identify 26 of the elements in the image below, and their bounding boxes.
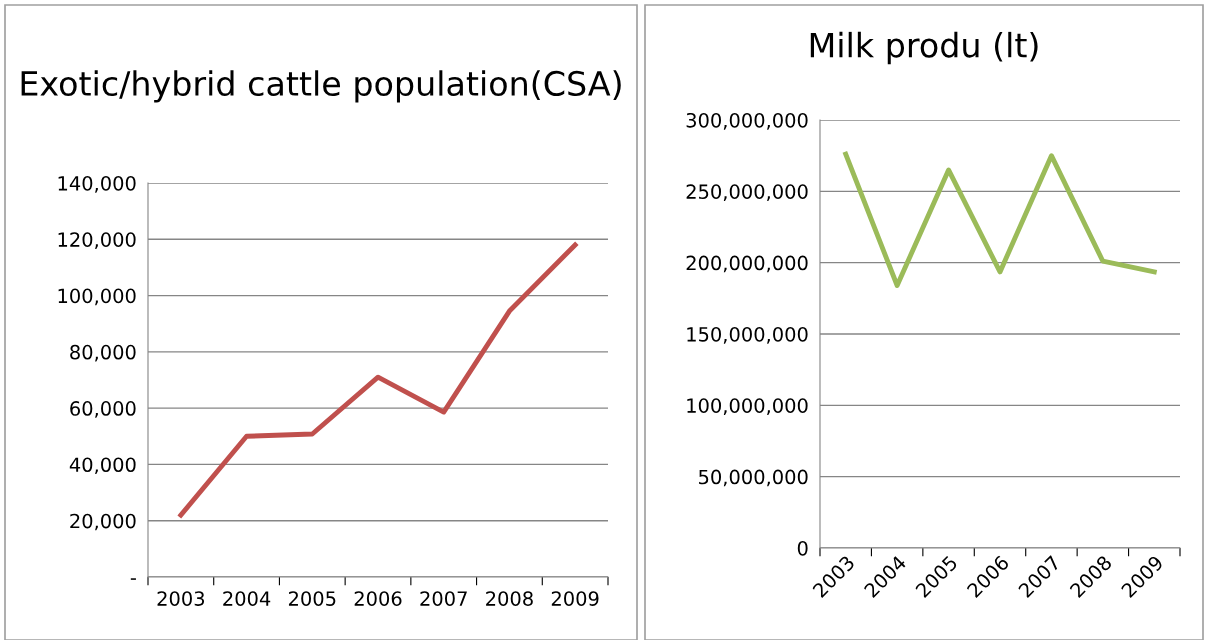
- x-tick-label: 2003: [157, 591, 205, 606]
- chart-title: Exotic/hybrid cattle population(CSA): [21, 70, 621, 103]
- y-tick-label: 50,000,000: [699, 469, 808, 487]
- x-tick-label: 2005: [288, 591, 336, 606]
- y-tick-label: 300,000,000: [686, 112, 808, 130]
- y-tick-label: 60,000: [70, 401, 136, 418]
- y-tick-label: 100,000: [58, 288, 136, 306]
- y-tick-label: 40,000: [69, 457, 136, 475]
- y-tick-label: 100,000,000: [687, 398, 808, 415]
- y-tick-label: 20,000: [70, 513, 136, 531]
- x-tick-label: 2006: [354, 591, 402, 606]
- x-tick-label: 2009: [551, 591, 599, 606]
- line-series: [843, 151, 1157, 288]
- y-tick-label: 150,000,000: [687, 326, 808, 344]
- line-series: [178, 242, 578, 518]
- y-tick-label: 0: [797, 540, 808, 556]
- y-tick-label: 200,000,000: [686, 255, 808, 273]
- y-tick-label: 140,000: [58, 175, 136, 193]
- y-tick-label: 250,000,000: [686, 184, 808, 201]
- x-tick-label: 2008: [486, 591, 533, 606]
- y-tick-label: 120,000: [58, 232, 136, 249]
- x-tick-label: 2007: [420, 591, 467, 606]
- y-tick-label: -: [130, 578, 136, 580]
- y-tick-label: 80,000: [70, 344, 136, 362]
- x-tick-label: 2004: [223, 591, 271, 606]
- chart-title: Milk produ (lt): [810, 31, 1038, 65]
